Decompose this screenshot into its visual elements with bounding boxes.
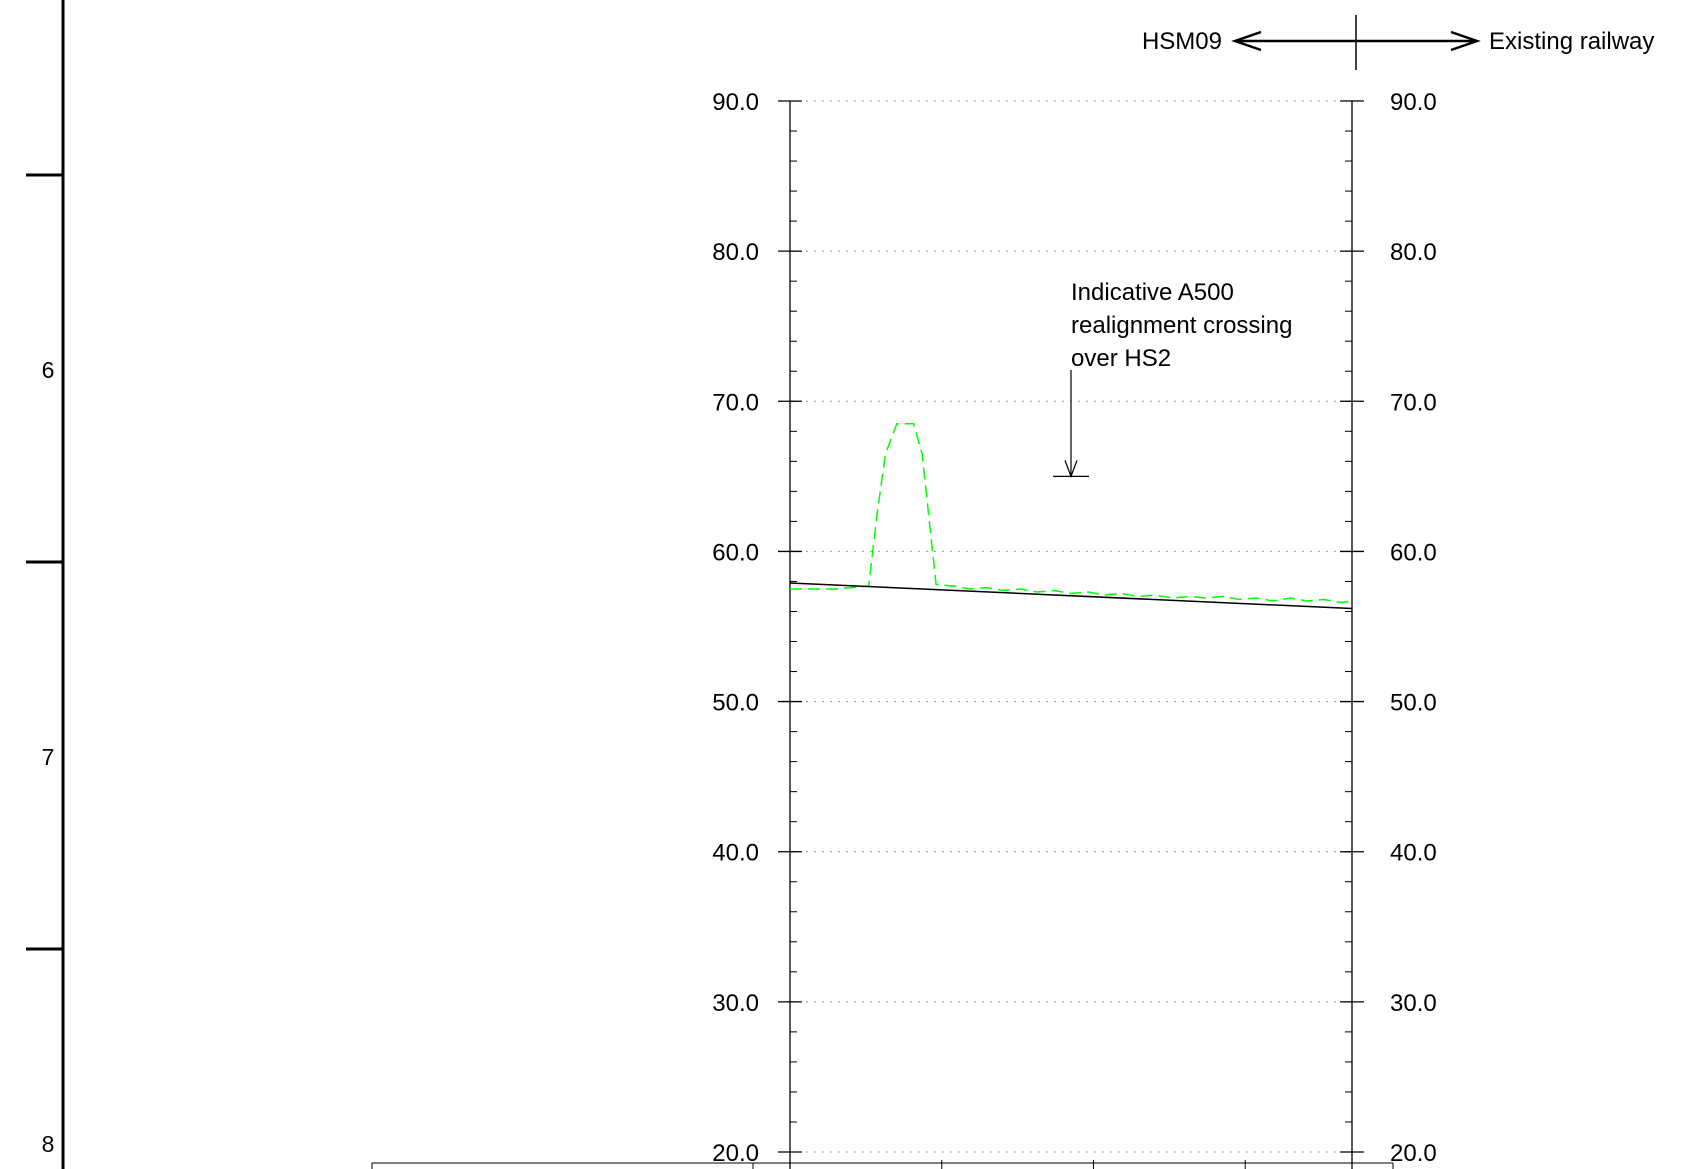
- y-tick-label-right: 30.0: [1390, 990, 1437, 1017]
- annotation-text: realignment crossing: [1071, 312, 1292, 339]
- y-tick-label-left: 70.0: [712, 389, 759, 416]
- annotation-text: over HS2: [1071, 345, 1171, 372]
- annotation-text: Indicative A500: [1071, 279, 1234, 306]
- arrow-left-icon: [1231, 30, 1262, 52]
- direction-right-label: Existing railway: [1489, 28, 1654, 55]
- y-tick-label-left: 50.0: [712, 690, 759, 717]
- direction-left-label: HSM09: [1142, 28, 1222, 55]
- direction-indicator: HSM09 Existing railway: [1142, 15, 1654, 70]
- y-tick-label-right: 90.0: [1390, 89, 1437, 116]
- y-tick-label-left: 40.0: [712, 840, 759, 867]
- row-label: 6: [42, 357, 55, 383]
- tick-labels: 20.0 20.030.0 30.040.0 40.050.0 50.060.0 60.0…: [712, 89, 1436, 1167]
- gridlines: [790, 100, 1352, 1153]
- data-table-frame: [371, 1162, 1394, 1169]
- alignment-line: [789, 582, 1353, 610]
- series: [789, 423, 1353, 610]
- y-tick-label-right: 50.0: [1390, 690, 1437, 717]
- ground-profile-line: [790, 423, 1353, 604]
- y-tick-label-right: 40.0: [1390, 840, 1437, 867]
- y-tick-label-right: 70.0: [1390, 389, 1437, 416]
- y-tick-label-left: 60.0: [712, 539, 759, 566]
- row-label: 7: [42, 744, 55, 770]
- arrow-right-icon: [1450, 30, 1481, 52]
- y-tick-label-right: 60.0: [1390, 539, 1437, 566]
- y-tick-label-left: 80.0: [712, 239, 759, 266]
- section-chart: 20.0 20.030.0 30.040.0 40.050.0 50.060.0 60.0…: [712, 89, 1437, 1169]
- y-tick-label-left: 90.0: [712, 89, 759, 116]
- y-tick-label-left: 30.0: [712, 990, 759, 1017]
- axes: [778, 100, 1364, 1169]
- y-tick-label-right: 20.0: [1390, 1140, 1437, 1167]
- row-label: 8: [42, 1131, 55, 1157]
- annotations: Indicative A500 realignment crossing over …: [1053, 279, 1292, 479]
- y-tick-label-right: 80.0: [1390, 239, 1437, 266]
